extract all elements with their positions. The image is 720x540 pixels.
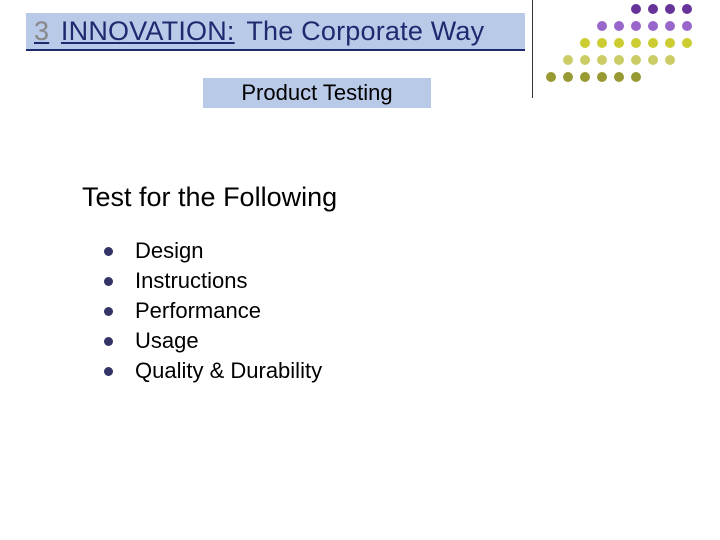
grid-dot	[546, 72, 556, 82]
grid-dot	[597, 72, 607, 82]
grid-dot	[648, 21, 658, 31]
list-item-label: Design	[135, 238, 203, 264]
grid-dot	[614, 55, 624, 65]
grid-dot	[580, 38, 590, 48]
grid-dot	[563, 55, 573, 65]
bullet-dot-icon	[104, 307, 113, 316]
grid-dot	[631, 21, 641, 31]
subtitle-text: Product Testing	[241, 78, 392, 108]
title-main: INNOVATION:	[57, 13, 235, 49]
vertical-divider	[532, 0, 533, 98]
grid-dot	[665, 55, 675, 65]
grid-dot	[682, 4, 692, 14]
list-item: Design	[104, 236, 322, 266]
grid-dot	[597, 55, 607, 65]
list-item-label: Performance	[135, 298, 261, 324]
list-item-label: Usage	[135, 328, 199, 354]
list-item: Instructions	[104, 266, 322, 296]
grid-dot	[614, 21, 624, 31]
subtitle-band: Product Testing	[203, 78, 431, 108]
grid-dot	[665, 38, 675, 48]
grid-dot	[580, 55, 590, 65]
grid-dot	[563, 72, 573, 82]
bullet-dot-icon	[104, 337, 113, 346]
list-item-label: Quality & Durability	[135, 358, 322, 384]
grid-dot	[597, 38, 607, 48]
slide: 3 INNOVATION: The Corporate Way Product …	[0, 0, 720, 540]
grid-dot	[597, 21, 607, 31]
list-item: Performance	[104, 296, 322, 326]
title-suffix: The Corporate Way	[242, 13, 484, 49]
title-band: 3 INNOVATION: The Corporate Way	[26, 13, 525, 51]
section-heading: Test for the Following	[82, 182, 337, 213]
grid-dot	[648, 55, 658, 65]
grid-dot	[682, 21, 692, 31]
grid-dot	[614, 72, 624, 82]
list-item: Usage	[104, 326, 322, 356]
bullet-list: Design Instructions Performance Usage Qualit…	[104, 236, 322, 386]
grid-dot	[631, 4, 641, 14]
bullet-dot-icon	[104, 277, 113, 286]
grid-dot	[614, 38, 624, 48]
list-item: Quality & Durability	[104, 356, 322, 386]
grid-dot	[631, 55, 641, 65]
grid-dot	[682, 38, 692, 48]
grid-dot	[648, 38, 658, 48]
grid-dot	[665, 21, 675, 31]
bullet-dot-icon	[104, 247, 113, 256]
bullet-dot-icon	[104, 367, 113, 376]
grid-dot	[665, 4, 675, 14]
grid-dot	[580, 72, 590, 82]
grid-dot	[648, 4, 658, 14]
title-number: 3	[30, 13, 49, 49]
grid-dot	[631, 72, 641, 82]
list-item-label: Instructions	[135, 268, 248, 294]
grid-dot	[631, 38, 641, 48]
